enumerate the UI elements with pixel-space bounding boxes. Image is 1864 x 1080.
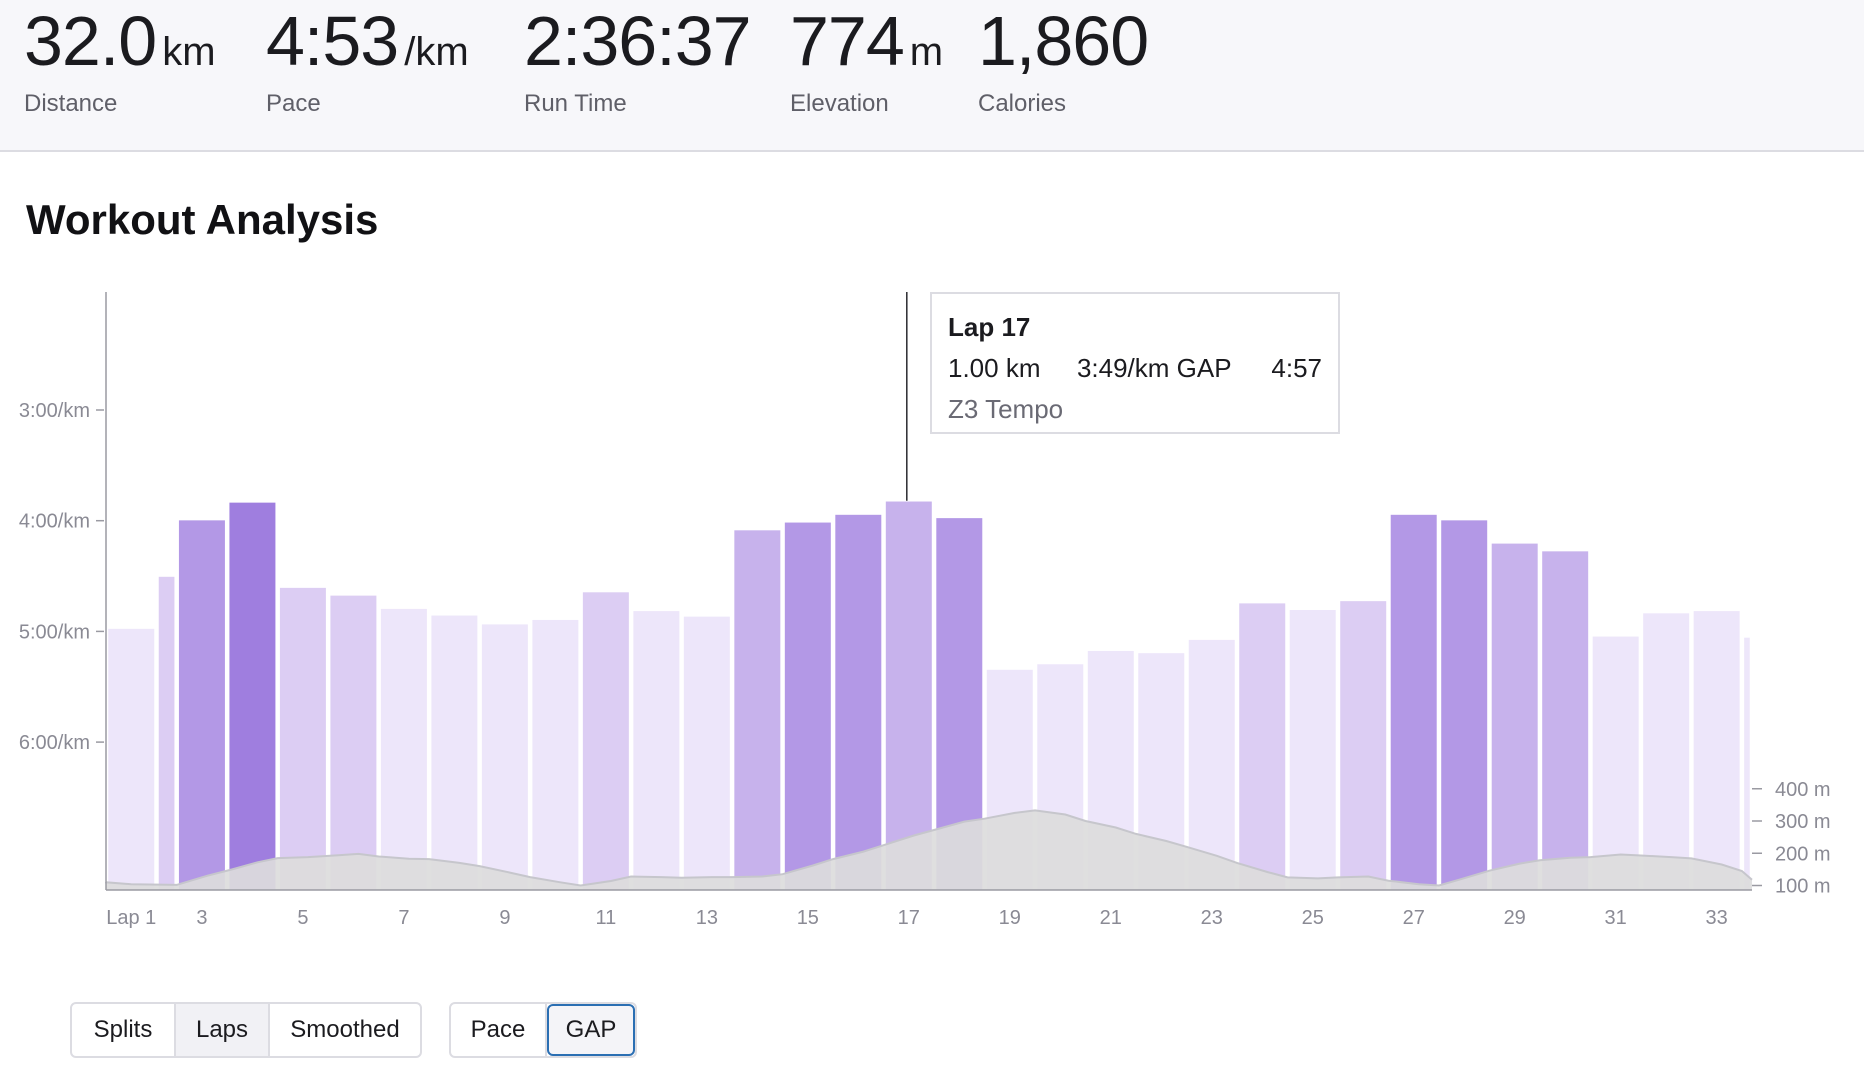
lap-bar-13 — [682, 615, 732, 891]
stat-pace: 4:53/km Pace — [266, 6, 469, 118]
elevation-tick-label: 200 m — [1775, 843, 1831, 865]
lap-bar-32 — [1641, 611, 1691, 891]
smoothed-button[interactable]: Smoothed — [290, 1016, 400, 1043]
stats-bar: 32.0 km Distance 4:53/km Pace 2:36:37 Run… — [0, 0, 1864, 152]
stat-calories: 1,860 Calories — [978, 6, 1154, 118]
laps-button[interactable]: Laps — [176, 1004, 270, 1056]
lap-bar-4 — [227, 501, 277, 891]
stat-run-time: 2:36:37 Run Time — [524, 6, 757, 118]
stat-value: 32.0 — [24, 2, 157, 80]
stat-value: 1,860 — [978, 2, 1149, 80]
x-tick-label: 17 — [898, 907, 920, 929]
lap-bar-29 — [1490, 542, 1540, 891]
x-tick-label: 21 — [1100, 907, 1122, 929]
lap-bar-6 — [328, 594, 378, 891]
pace-tick-label: 3:00/km — [19, 400, 90, 422]
pace-tick-label: 4:00/km — [19, 511, 90, 533]
tooltip-distance: 1.00 km — [948, 353, 1041, 383]
lap-bar-25 — [1288, 608, 1338, 891]
gap-button[interactable]: GAP — [547, 1004, 635, 1056]
stat-value: 4:53 — [266, 2, 399, 80]
tooltip-time: 4:57 — [1271, 353, 1322, 383]
tooltip-title: Lap 17 — [948, 312, 1031, 342]
lap-bar-7 — [379, 607, 429, 891]
lap-bar-23 — [1187, 638, 1237, 891]
lap-bar-16 — [833, 513, 883, 891]
lap-bar-34 — [1742, 636, 1752, 891]
stat-label: Calories — [978, 90, 1067, 117]
lap-bar-8 — [429, 614, 479, 891]
lap-bar-33 — [1692, 609, 1742, 891]
view-mode-toggle: Splits Laps Smoothed — [70, 1002, 422, 1058]
x-tick-label: 15 — [797, 907, 819, 929]
x-tick-label: 33 — [1706, 907, 1728, 929]
elevation-area — [106, 810, 1752, 890]
stat-value: 2:36:37 — [524, 2, 752, 80]
stat-distance: 32.0 km Distance — [24, 6, 216, 118]
metric-toggle: Pace GAP — [449, 1002, 637, 1058]
x-tick-label: 19 — [999, 907, 1021, 929]
x-tick-label: 23 — [1201, 907, 1223, 929]
x-tick-label: 5 — [297, 907, 308, 929]
lap-bar-27 — [1389, 513, 1439, 891]
elevation-line — [105, 809, 1753, 887]
lap-bar-10 — [530, 618, 580, 891]
elevation-tick-label: 400 m — [1775, 779, 1831, 801]
lap-tooltip: Lap 17 1.00 km 3:49/km GAP 4:57 Z3 Tempo — [930, 292, 1340, 434]
stat-label: Pace — [266, 90, 321, 117]
lap-bar-1 — [106, 627, 156, 891]
x-tick-label: 25 — [1302, 907, 1324, 929]
x-tick-label: 3 — [196, 907, 207, 929]
elevation-tick-label: 300 m — [1775, 811, 1831, 833]
stat-unit: /km — [404, 30, 469, 74]
stat-unit: m — [909, 30, 944, 74]
x-tick-label: Lap 1 — [106, 907, 156, 929]
tooltip-row: 1.00 km 3:49/km GAP 4:57 — [948, 353, 1322, 384]
lap-bar-2 — [157, 575, 176, 891]
pace-tick-label: 6:00/km — [19, 732, 90, 754]
x-tick-label: 29 — [1504, 907, 1526, 929]
stat-label: Elevation — [790, 90, 889, 117]
x-tick-label: 11 — [595, 907, 616, 929]
workout-chart[interactable]: 3:00/km 4:00/km 5:00/km 6:00/km 400 m 300 m 20… — [0, 280, 1864, 940]
lap-bar-15 — [783, 521, 833, 891]
tooltip-zone: Z3 Tempo — [948, 394, 1064, 424]
lap-bar-14 — [732, 528, 782, 891]
pace-button[interactable]: Pace — [451, 1004, 547, 1056]
x-tick-label: 13 — [696, 907, 718, 929]
lap-bar-28 — [1439, 518, 1489, 891]
lap-bar-24 — [1237, 601, 1287, 891]
lap-bar-26 — [1338, 599, 1388, 891]
tooltip-gap: 3:49/km GAP — [1076, 353, 1232, 383]
lap-bar-31 — [1591, 635, 1641, 891]
lap-bar-12 — [631, 609, 681, 891]
lap-bar-5 — [278, 586, 328, 891]
stat-label: Distance — [24, 90, 118, 117]
stat-value: 774 — [790, 2, 905, 80]
x-tick-label: 27 — [1403, 907, 1425, 929]
stat-unit: km — [162, 30, 216, 74]
pace-tick-label: 5:00/km — [19, 621, 90, 643]
x-tick-label: 7 — [398, 907, 409, 929]
x-tick-label: 31 — [1605, 907, 1627, 929]
stat-label: Run Time — [524, 90, 627, 117]
stat-elevation: 774 m Elevation — [790, 6, 943, 118]
lap-bar-11 — [581, 590, 631, 891]
lap-bar-30 — [1540, 549, 1590, 891]
splits-button[interactable]: Splits — [72, 1004, 176, 1056]
lap-bar-9 — [480, 622, 530, 891]
x-tick-label: 9 — [499, 907, 510, 929]
lap-bar-3 — [177, 518, 227, 891]
section-title: Workout Analysis — [26, 196, 379, 243]
elevation-tick-label: 100 m — [1775, 876, 1831, 898]
lap-bar-17 — [884, 500, 934, 891]
